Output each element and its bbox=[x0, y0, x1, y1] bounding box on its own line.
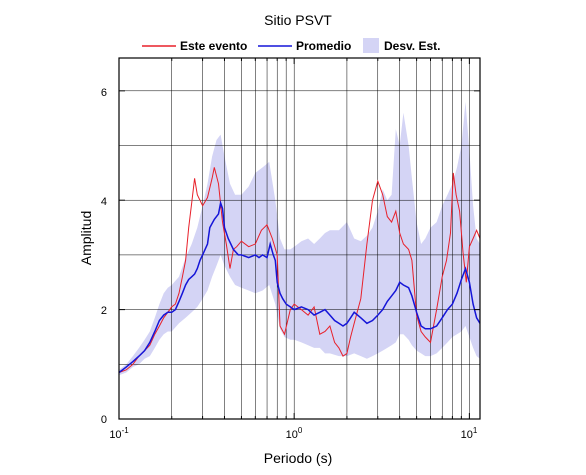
grid-lines bbox=[118, 58, 480, 419]
y-axis-tick-labels: 6 4 2 0 bbox=[101, 87, 107, 426]
y-tick-label-4: 4 bbox=[101, 196, 107, 208]
std-band-area bbox=[119, 101, 480, 376]
x-axis-tick-labels: 10-1 100 101 bbox=[109, 426, 478, 441]
legend-label-promedio: Promedio bbox=[296, 39, 351, 53]
series-line-este-evento bbox=[118, 167, 481, 373]
plot-frame bbox=[118, 57, 481, 420]
y-tick-label-0: 0 bbox=[101, 414, 107, 426]
y-tick-label-6: 6 bbox=[101, 87, 107, 99]
chart-title: Sitio PSVT bbox=[264, 12, 332, 28]
y-axis-label: Amplitud bbox=[78, 211, 94, 265]
x-axis-label: Periodo (s) bbox=[264, 450, 332, 466]
legend-label-este-evento: Este evento bbox=[180, 39, 247, 53]
legend: Este evento Promedio Desv. Est. bbox=[142, 38, 440, 53]
legend-label-desv-est: Desv. Est. bbox=[384, 39, 440, 53]
legend-swatch-desv-est bbox=[363, 38, 379, 53]
x-tick-label-1: 100 bbox=[286, 426, 303, 441]
x-tick-label-10: 101 bbox=[461, 426, 478, 441]
axis-ticks bbox=[118, 58, 480, 420]
series-line-promedio bbox=[118, 199, 481, 374]
plot-area bbox=[118, 57, 481, 420]
x-tick-label-0-1: 10-1 bbox=[109, 426, 129, 441]
y-tick-label-2: 2 bbox=[101, 305, 107, 317]
